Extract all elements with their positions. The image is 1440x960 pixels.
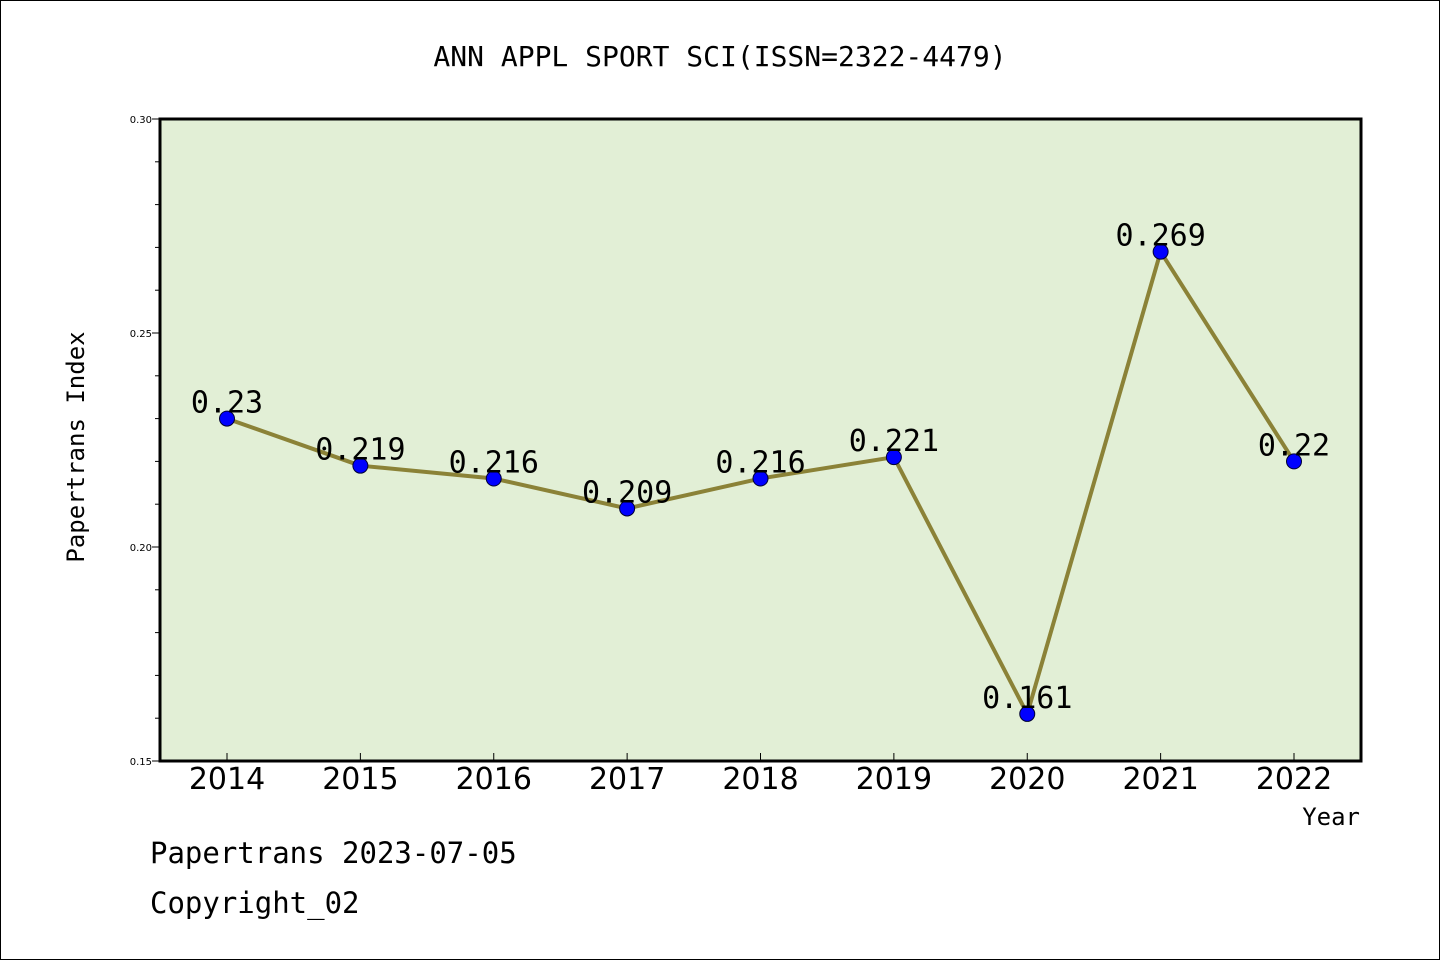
chart-title: ANN APPL SPORT SCI(ISSN=2322-4479) [433, 40, 1006, 73]
data-point [219, 410, 235, 427]
y-tick-label: 0.20 [130, 543, 152, 554]
x-tick-label: 2020 [989, 762, 1065, 797]
data-label: 0.219 [315, 433, 405, 468]
y-axis: 0.15 0.20 0.25 0.30 [130, 115, 160, 768]
footer-date: Papertrans 2023-07-05 [150, 836, 517, 870]
data-labels: 0.23 0.219 0.216 0.209 0.216 0.221 0.161 0.269 0… [191, 219, 1330, 716]
x-tick-label: 2014 [189, 762, 265, 797]
data-point [1286, 453, 1302, 470]
data-label: 0.161 [982, 681, 1072, 716]
data-label: 0.22 [1258, 428, 1330, 463]
x-tick-label: 2016 [456, 762, 532, 797]
data-points [219, 243, 1302, 722]
x-tick-label: 2018 [722, 762, 798, 797]
x-tick-label: 2017 [589, 762, 665, 797]
data-label: 0.23 [191, 386, 263, 421]
data-label: 0.209 [582, 475, 672, 510]
data-point [352, 457, 369, 474]
data-label: 0.221 [849, 424, 939, 459]
x-tick-label: 2021 [1122, 762, 1198, 797]
x-axis-label: Year [1302, 803, 1360, 831]
data-point [1019, 705, 1036, 722]
plot-area [158, 117, 1363, 763]
data-label: 0.216 [715, 446, 805, 481]
data-point [885, 449, 902, 466]
x-tick-label: 2015 [322, 762, 398, 797]
data-point [752, 470, 769, 487]
data-label: 0.269 [1115, 219, 1205, 254]
footer-copyright: Copyright_02 [150, 886, 360, 920]
y-tick-label: 0.15 [130, 757, 152, 768]
data-point [1152, 243, 1169, 260]
data-point [485, 470, 502, 487]
y-tick-label: 0.25 [130, 329, 152, 340]
data-label: 0.216 [449, 446, 539, 481]
x-axis: 2014 2015 2016 2017 2018 2019 2020 2021 2022 [189, 753, 1332, 797]
x-tick-label: 2019 [856, 762, 932, 797]
x-tick-label: 2022 [1256, 762, 1332, 797]
y-tick-label: 0.30 [130, 115, 152, 126]
data-point [619, 500, 636, 517]
y-axis-label: Papertrans Index [62, 331, 90, 562]
